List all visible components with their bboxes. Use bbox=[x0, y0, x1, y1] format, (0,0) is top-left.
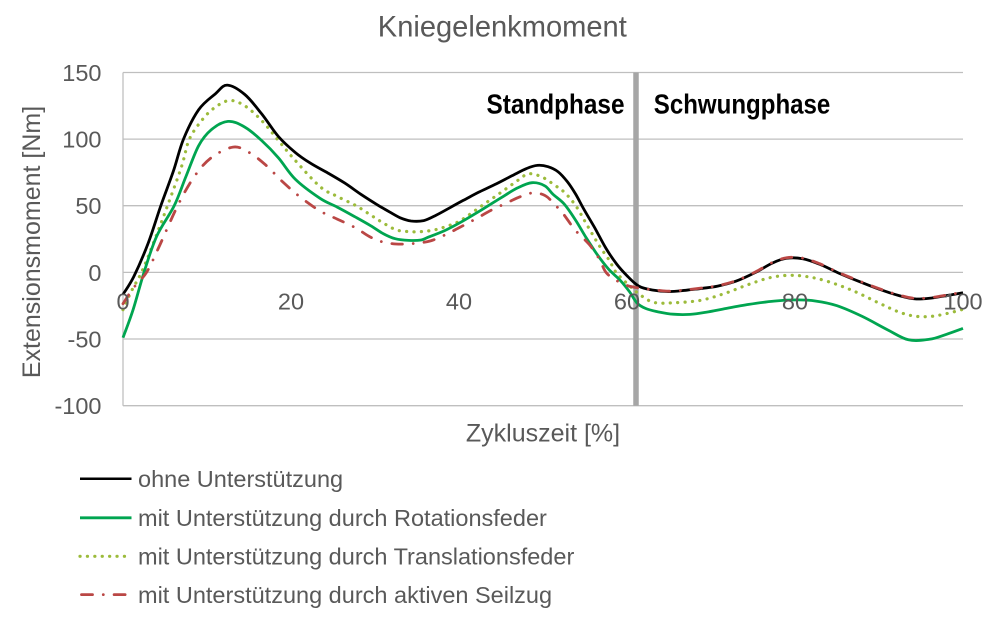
svg-text:20: 20 bbox=[278, 288, 304, 314]
svg-text:Extensionsmoment [Nm]: Extensionsmoment [Nm] bbox=[18, 106, 46, 378]
svg-text:150: 150 bbox=[62, 60, 101, 86]
svg-text:mit Unterstützung durch Transl: mit Unterstützung durch Translationsfede… bbox=[138, 544, 574, 570]
svg-text:40: 40 bbox=[446, 288, 472, 314]
svg-text:0: 0 bbox=[88, 260, 101, 286]
svg-text:-50: -50 bbox=[68, 326, 102, 352]
svg-text:Schwungphase: Schwungphase bbox=[654, 88, 831, 119]
svg-text:60: 60 bbox=[614, 288, 640, 314]
svg-text:-100: -100 bbox=[54, 393, 101, 419]
svg-text:ohne Unterstützung: ohne Unterstützung bbox=[138, 466, 343, 492]
svg-text:100: 100 bbox=[943, 288, 982, 314]
svg-text:Zykluszeit [%]: Zykluszeit [%] bbox=[466, 420, 620, 448]
svg-text:Kniegelenkmoment: Kniegelenkmoment bbox=[378, 10, 628, 43]
svg-text:mit Unterstützung durch aktive: mit Unterstützung durch aktiven Seilzug bbox=[138, 582, 552, 608]
svg-text:0: 0 bbox=[116, 288, 129, 314]
svg-text:50: 50 bbox=[75, 193, 101, 219]
svg-text:80: 80 bbox=[782, 288, 808, 314]
svg-text:mit Unterstützung durch Rotati: mit Unterstützung durch Rotationsfeder bbox=[138, 505, 547, 531]
svg-text:100: 100 bbox=[62, 127, 101, 153]
svg-text:Standphase: Standphase bbox=[487, 88, 625, 119]
